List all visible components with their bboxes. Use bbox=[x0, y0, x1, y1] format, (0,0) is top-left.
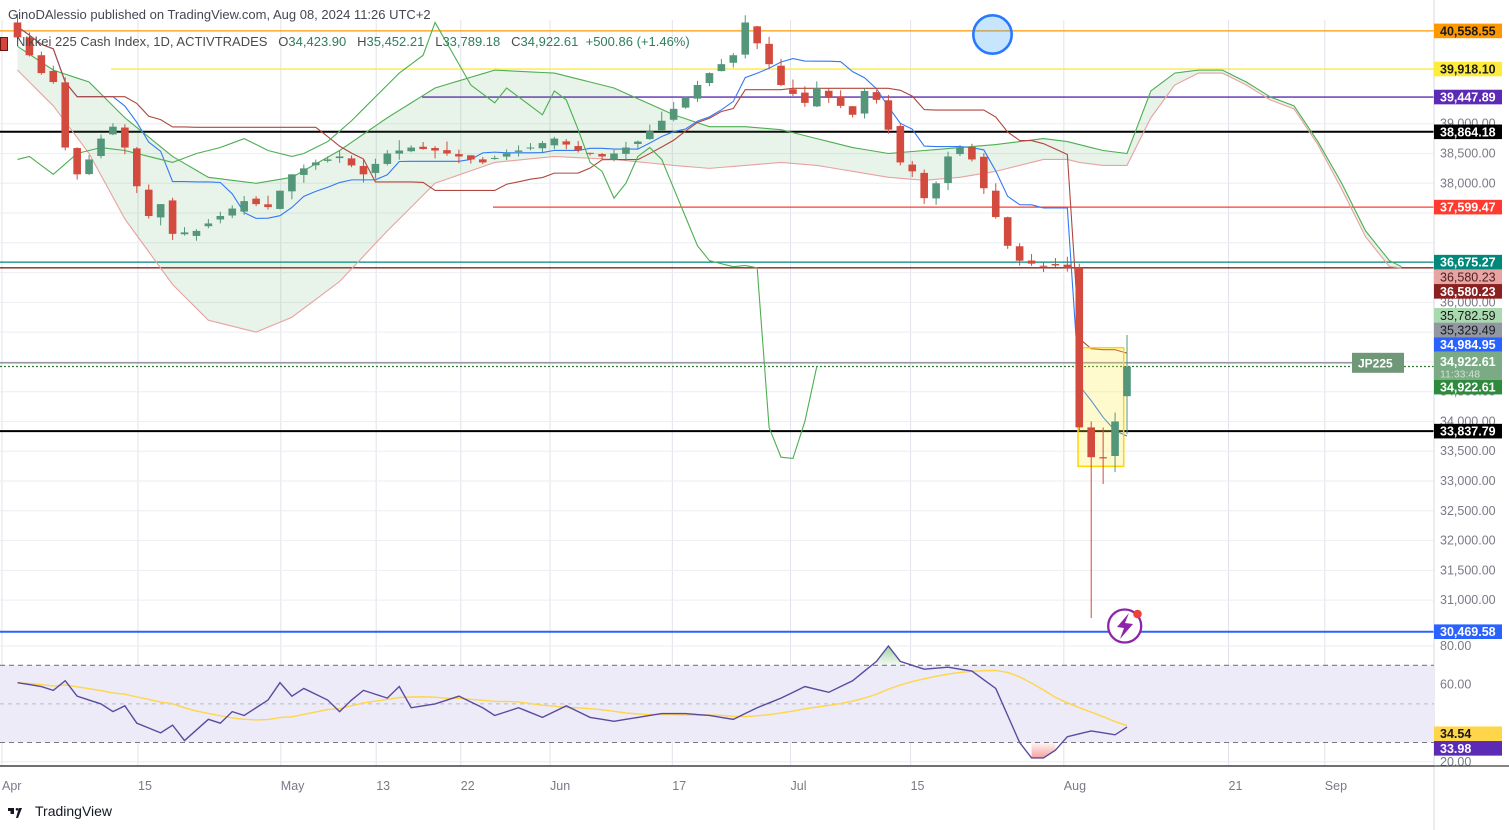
svg-text:39,447.89: 39,447.89 bbox=[1440, 91, 1496, 105]
svg-text:Aug: Aug bbox=[1064, 779, 1086, 793]
svg-text:31,000.00: 31,000.00 bbox=[1440, 593, 1496, 607]
svg-text:33,500.00: 33,500.00 bbox=[1440, 444, 1496, 458]
svg-text:30,469.58: 30,469.58 bbox=[1440, 625, 1496, 639]
svg-text:Sep: Sep bbox=[1325, 779, 1347, 793]
svg-text:34,922.61: 34,922.61 bbox=[1440, 355, 1496, 369]
svg-text:36,675.27: 36,675.27 bbox=[1440, 256, 1496, 270]
svg-text:38,000.00: 38,000.00 bbox=[1440, 176, 1496, 190]
svg-text:60.00: 60.00 bbox=[1440, 678, 1471, 692]
svg-text:JP225: JP225 bbox=[1358, 356, 1393, 370]
svg-text:37,599.47: 37,599.47 bbox=[1440, 201, 1496, 215]
svg-text:32,000.00: 32,000.00 bbox=[1440, 534, 1496, 548]
svg-text:34,922.61: 34,922.61 bbox=[1440, 381, 1496, 395]
svg-text:35,329.49: 35,329.49 bbox=[1440, 323, 1496, 337]
svg-text:17: 17 bbox=[672, 779, 686, 793]
svg-text:36,580.23: 36,580.23 bbox=[1440, 285, 1496, 299]
svg-text:Jun: Jun bbox=[550, 779, 570, 793]
svg-text:39,918.10: 39,918.10 bbox=[1440, 63, 1496, 77]
svg-text:32,500.00: 32,500.00 bbox=[1440, 504, 1496, 518]
svg-text:34,984.95: 34,984.95 bbox=[1440, 338, 1496, 352]
svg-text:33,000.00: 33,000.00 bbox=[1440, 474, 1496, 488]
svg-text:22: 22 bbox=[461, 779, 475, 793]
svg-text:38,864.18: 38,864.18 bbox=[1440, 125, 1496, 139]
svg-text:80.00: 80.00 bbox=[1440, 639, 1471, 653]
svg-text:21: 21 bbox=[1229, 779, 1243, 793]
svg-text:Jul: Jul bbox=[791, 779, 807, 793]
svg-text:35,782.59: 35,782.59 bbox=[1440, 309, 1496, 323]
svg-text:31,500.00: 31,500.00 bbox=[1440, 563, 1496, 577]
svg-text:36,580.23: 36,580.23 bbox=[1440, 270, 1496, 284]
svg-text:15: 15 bbox=[138, 779, 152, 793]
svg-text:11:33:48: 11:33:48 bbox=[1440, 368, 1480, 380]
svg-text:May: May bbox=[281, 779, 305, 793]
svg-text:13: 13 bbox=[376, 779, 390, 793]
svg-text:15: 15 bbox=[911, 779, 925, 793]
svg-text:38,500.00: 38,500.00 bbox=[1440, 146, 1496, 160]
svg-text:33.98: 33.98 bbox=[1440, 742, 1471, 756]
svg-text:20.00: 20.00 bbox=[1440, 755, 1471, 769]
svg-text:33,837.79: 33,837.79 bbox=[1440, 425, 1496, 439]
svg-text:Apr: Apr bbox=[2, 779, 21, 793]
svg-text:40,558.55: 40,558.55 bbox=[1440, 24, 1496, 38]
svg-text:34.54: 34.54 bbox=[1440, 727, 1471, 741]
